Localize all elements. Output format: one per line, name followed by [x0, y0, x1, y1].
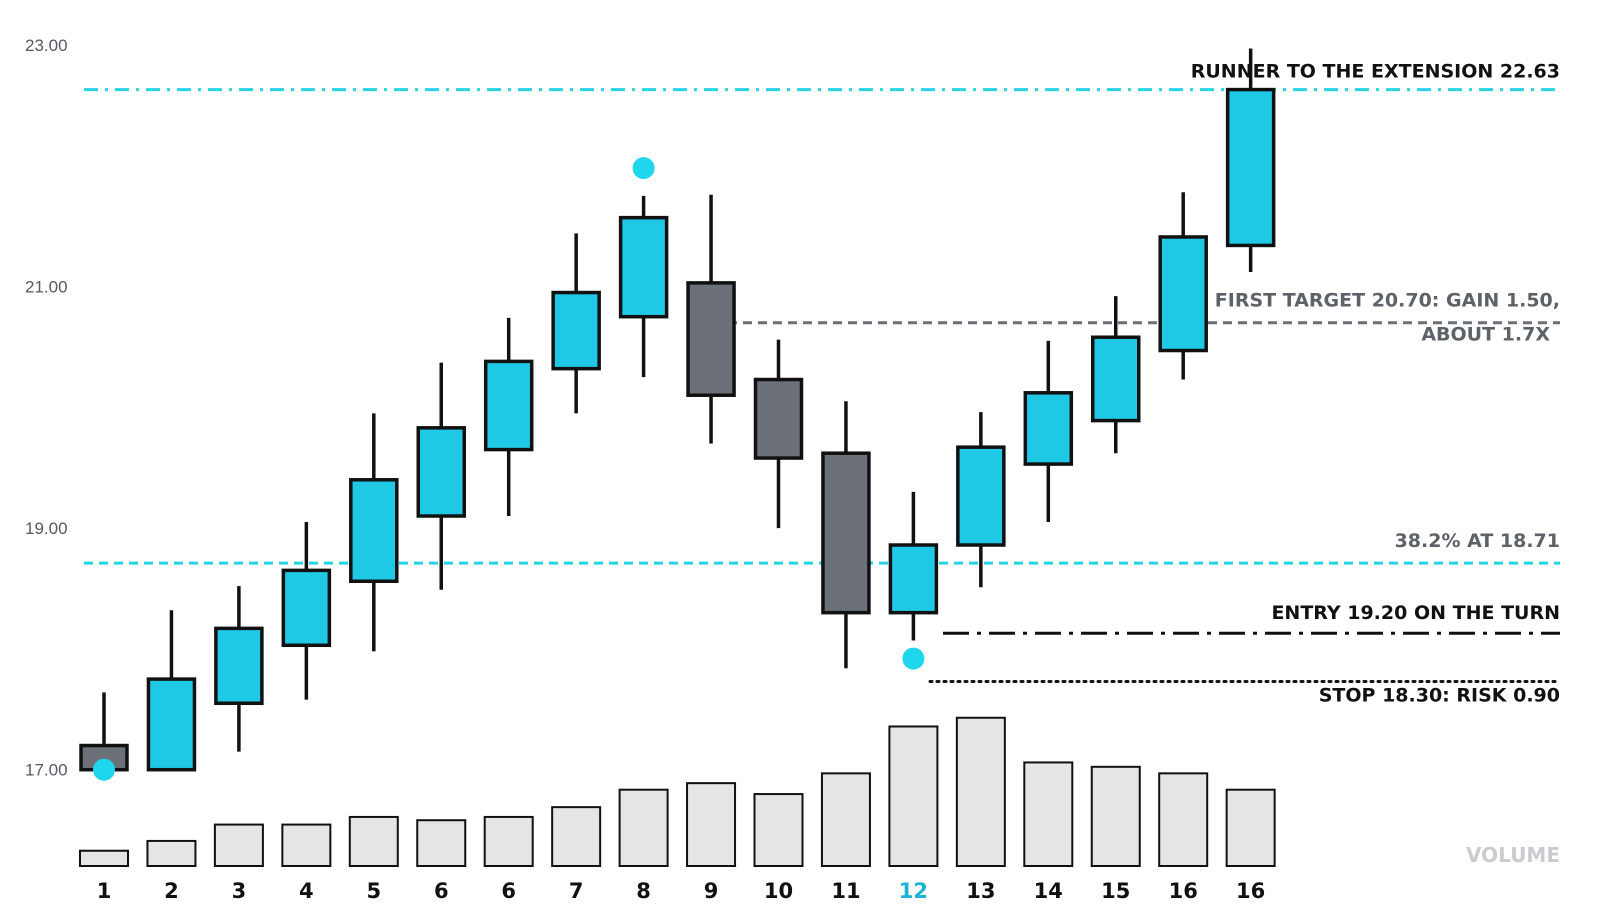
- pivot-marker: [632, 157, 655, 180]
- x-tick-label: 13: [966, 879, 995, 903]
- pivot-markers: [93, 157, 925, 781]
- level-annotations: RUNNER TO THE EXTENSION 22.63 FIRST TARGE…: [1191, 61, 1560, 707]
- candle: [281, 522, 332, 700]
- candle: [753, 339, 804, 529]
- x-tick-label: 15: [1101, 879, 1130, 903]
- candle-body: [281, 568, 332, 648]
- level-label: STOP 18.30: RISK 0.90: [1319, 685, 1560, 707]
- candle: [79, 692, 129, 772]
- x-tick-label: 2: [164, 879, 179, 903]
- volume-bar: [686, 782, 737, 867]
- volume-bar: [146, 839, 197, 867]
- x-tick-label: 6: [434, 879, 449, 903]
- candle: [1023, 340, 1074, 523]
- volume-bar: [955, 716, 1006, 868]
- y-tick-label: 19.00: [25, 519, 68, 538]
- pivot-marker: [902, 647, 925, 670]
- x-tick-label: 16: [1236, 879, 1265, 903]
- candle: [1158, 192, 1208, 380]
- x-tick-label: 3: [232, 879, 247, 903]
- candle-body: [214, 626, 264, 706]
- candle-body: [888, 543, 939, 615]
- x-tick-label: 1: [97, 879, 112, 903]
- candle: [821, 401, 871, 669]
- volume-bar: [820, 772, 871, 867]
- volume-bar: [79, 849, 129, 867]
- candle: [483, 317, 534, 517]
- candle-body: [1023, 391, 1074, 466]
- candle-body: [1225, 87, 1276, 248]
- volume-bar: [213, 823, 264, 868]
- x-tick-label: 16: [1169, 879, 1198, 903]
- candle: [686, 194, 736, 444]
- volume-bar: [551, 806, 602, 868]
- x-tick-label: 14: [1034, 879, 1063, 903]
- x-tick-label: 10: [764, 879, 793, 903]
- candle: [618, 195, 669, 378]
- volume-bar: [1023, 761, 1074, 868]
- y-axis: 17.00 19.00 21.00 23.00: [25, 36, 68, 780]
- volume-label: VOLUME: [1466, 843, 1560, 867]
- pivot-marker: [93, 758, 115, 781]
- y-tick-label: 17.00: [25, 761, 68, 780]
- candle-body: [618, 215, 669, 319]
- volume-bars: [79, 716, 1276, 868]
- x-tick-label: 4: [299, 879, 314, 903]
- candle-body: [1158, 235, 1208, 353]
- candle: [1091, 296, 1141, 454]
- level-label: ENTRY 19.20 ON THE TURN: [1271, 602, 1560, 624]
- candle-body: [1091, 335, 1141, 423]
- level-label: FIRST TARGET 20.70: GAIN 1.50,: [1215, 290, 1560, 312]
- x-tick-label: 7: [569, 879, 584, 903]
- level-label: 38.2% AT 18.71: [1395, 530, 1560, 552]
- candle: [416, 362, 466, 590]
- volume-bar: [1225, 788, 1276, 868]
- x-tick-label: 11: [831, 879, 860, 903]
- candle: [146, 610, 197, 772]
- x-tick-label: 6: [501, 879, 516, 903]
- volume-bar: [888, 725, 939, 867]
- candle: [1225, 48, 1276, 273]
- y-tick-label: 23.00: [25, 36, 68, 55]
- candle-body: [956, 445, 1006, 547]
- x-tick-label: 9: [704, 879, 719, 903]
- candle-body: [821, 451, 871, 615]
- volume-bar: [416, 819, 467, 867]
- y-tick-label: 21.00: [25, 278, 68, 297]
- candle: [551, 233, 601, 414]
- candle: [888, 491, 939, 641]
- candle: [214, 586, 264, 752]
- candle-body: [349, 478, 399, 584]
- volume-bar: [1158, 772, 1209, 867]
- candle-body: [686, 281, 736, 397]
- candle-body: [146, 677, 197, 772]
- candle-body: [551, 290, 601, 371]
- candle-body: [753, 377, 804, 460]
- candle-body: [416, 426, 466, 518]
- level-label: RUNNER TO THE EXTENSION 22.63: [1191, 61, 1560, 83]
- volume-bar: [618, 788, 669, 868]
- candle-body: [483, 359, 534, 452]
- volume-bar: [348, 815, 399, 868]
- volume-bar: [1090, 765, 1141, 867]
- x-tick-label: 5: [366, 879, 381, 903]
- x-tick-label: 12: [899, 879, 928, 903]
- x-tick-label: 8: [636, 879, 651, 903]
- level-label-line2: ABOUT 1.7X: [1421, 324, 1550, 346]
- candle: [349, 413, 399, 652]
- volume-bar: [483, 815, 534, 868]
- candles: [79, 48, 1276, 772]
- volume-bar: [281, 823, 332, 868]
- volume-bar: [753, 793, 804, 867]
- candle: [956, 412, 1006, 588]
- x-axis: 1 2 3 4 5 6 6 7 8 9 10 11 12 13 14 15 16 16: [97, 879, 1266, 903]
